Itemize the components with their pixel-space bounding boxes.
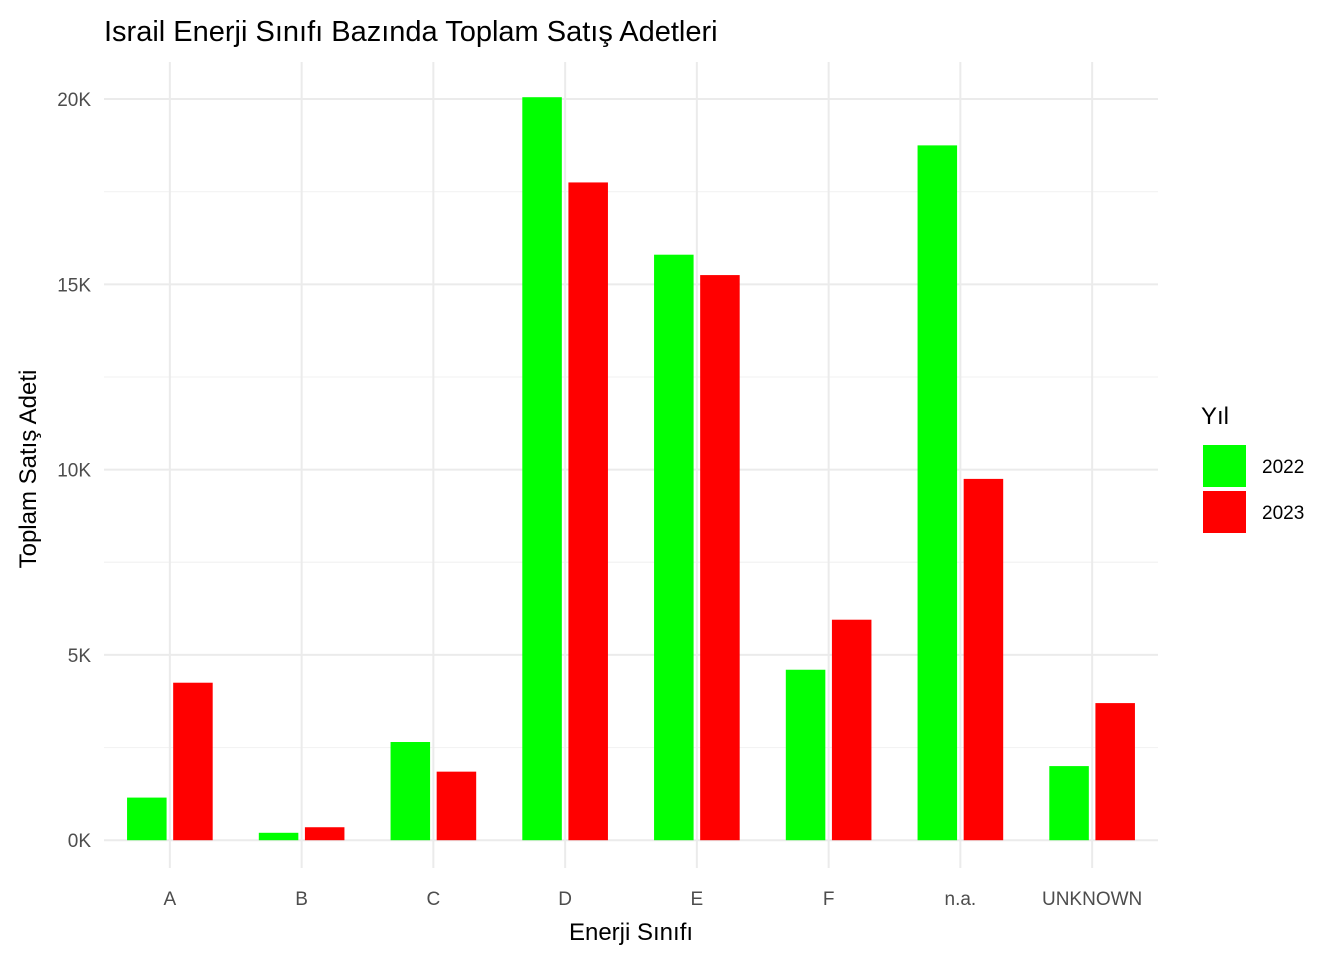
x-tick-label: E [691,889,704,910]
x-tick-label: n.a. [945,889,977,910]
grid [104,62,1158,868]
bar-2023-d [568,182,608,841]
bar-2023-f [831,619,872,841]
bar-2023-unknown [1095,703,1135,841]
bar-2023-a [173,682,213,841]
y-axis-ticks: 0K 5K 10K 15K 20K [57,90,91,852]
bar-2022-unknown [1049,766,1089,841]
chart-title: Israil Enerji Sınıfı Bazında Toplam Satı… [104,16,718,48]
bars [127,97,1135,841]
bar-2022-d [522,97,562,841]
y-axis-title: Toplam Satış Adeti [15,370,42,569]
y-tick-label: 5K [68,646,92,667]
y-tick-label: 20K [57,90,91,111]
legend-key-2023 [1203,491,1246,533]
legend-key-2022 [1203,445,1246,487]
bar-2022-f [785,669,826,841]
x-tick-label: UNKNOWN [1042,889,1142,910]
bar-2023-b [304,827,345,841]
x-axis-title: Enerji Sınıfı [569,919,693,946]
legend: Yıl 2022 2023 [1201,403,1304,533]
legend-title: Yıl [1201,403,1229,430]
bar-2022-a [127,797,167,841]
legend-items: 2022 2023 [1203,445,1304,533]
bar-2022-na [917,145,958,841]
bar-2022-b [258,832,299,841]
legend-label-2022: 2022 [1262,457,1304,478]
x-tick-label: A [164,889,177,910]
x-tick-label: D [558,889,572,910]
bar-2022-e [654,254,694,841]
x-tick-label: F [823,889,835,910]
x-tick-label: B [295,889,308,910]
bar-2023-c [436,771,477,841]
legend-label-2023: 2023 [1262,503,1304,524]
bar-2023-na [963,478,1004,841]
bar-2023-e [700,275,740,841]
x-tick-label: C [427,889,441,910]
y-tick-label: 15K [57,275,91,296]
y-tick-label: 0K [68,831,92,852]
y-tick-label: 10K [57,461,91,482]
bar-2022-c [390,742,431,841]
